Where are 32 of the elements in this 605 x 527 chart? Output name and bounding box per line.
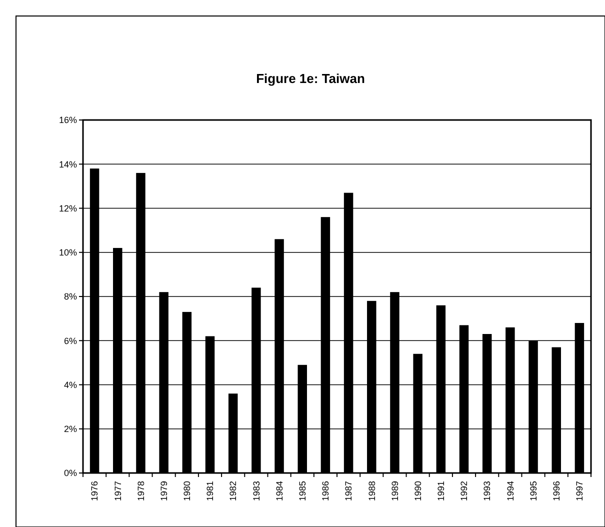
x-tick-label: 1995	[528, 481, 538, 502]
x-tick-label: 1993	[482, 481, 492, 502]
x-tick-label: 1996	[552, 481, 562, 502]
x-tick-label: 1982	[228, 481, 238, 502]
y-tick-label: 16%	[58, 115, 77, 126]
x-tick-label: 1987	[344, 481, 354, 502]
x-tick-label: 1976	[90, 481, 100, 502]
y-tick-label: 14%	[58, 159, 77, 170]
y-tick-label: 8%	[64, 292, 77, 302]
x-tick-label: 1977	[112, 481, 123, 502]
x-tick-label: 1992	[459, 481, 470, 502]
x-tick-label: 1997	[574, 481, 585, 502]
x-tick-label: 1981	[205, 481, 216, 502]
x-tick-label: 1990	[412, 481, 423, 502]
y-tick-label: 10%	[58, 248, 77, 258]
x-tick-label: 1979	[158, 481, 169, 502]
x-tick-label: 1978	[136, 481, 146, 502]
chart-title: Figure 1e: Taiwan	[256, 71, 365, 86]
x-tick-label: 1989	[390, 481, 400, 502]
x-tick-label: 1988	[366, 481, 377, 502]
x-tick-label: 1985	[298, 481, 308, 502]
x-tick-label: 1994	[505, 481, 516, 502]
x-tick-label: 1986	[320, 481, 331, 502]
x-tick-label: 1980	[182, 481, 192, 502]
y-tick-label: 12%	[58, 203, 77, 214]
y-tick-label: 6%	[64, 336, 77, 346]
x-tick-label: 1991	[436, 481, 446, 502]
x-tick-label: 1983	[251, 481, 262, 502]
x-tick-label: 1984	[274, 481, 284, 502]
y-tick-label: 4%	[64, 380, 77, 390]
y-tick-label: 2%	[64, 424, 77, 434]
y-tick-label: 0%	[64, 468, 77, 478]
